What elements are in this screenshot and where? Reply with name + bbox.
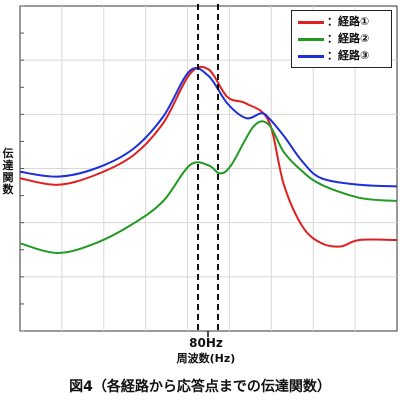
- frequency-marker-lines: [197, 4, 219, 337]
- x-axis-label: 周波数(Hz): [176, 352, 236, 365]
- legend-item-path-3: ：経路③: [298, 48, 390, 64]
- legend-label: ：経路③: [327, 49, 370, 62]
- series-line-path-2: [19, 120, 398, 254]
- legend-label: ：経路②: [327, 32, 370, 45]
- legend-swatch-green: [298, 38, 324, 41]
- legend-swatch-blue: [298, 55, 324, 58]
- y-axis-label-char: 伝: [2, 147, 14, 160]
- y-axis-label-char: 関: [2, 171, 14, 184]
- series-layer: [19, 65, 398, 254]
- y-axis-label-char: 達: [2, 159, 14, 172]
- series-line-path-1: [19, 65, 398, 248]
- y-axis-label: 伝 達 関 数: [1, 148, 15, 196]
- legend-item-path-2: ：経路②: [298, 31, 390, 47]
- grid-lines: [20, 5, 397, 332]
- series-line-path-3: [19, 67, 398, 188]
- x-tick-label-80hz: 80Hz: [189, 336, 223, 350]
- legend-item-path-1: ：経路①: [298, 14, 390, 30]
- legend-swatch-red: [298, 21, 324, 24]
- y-axis-label-char: 数: [2, 183, 14, 196]
- figure-caption: 図4（各経路から応答点までの伝達関数）: [69, 379, 331, 395]
- legend-label: ：経路①: [327, 15, 370, 28]
- legend: ：経路① ：経路② ：経路③: [291, 10, 392, 68]
